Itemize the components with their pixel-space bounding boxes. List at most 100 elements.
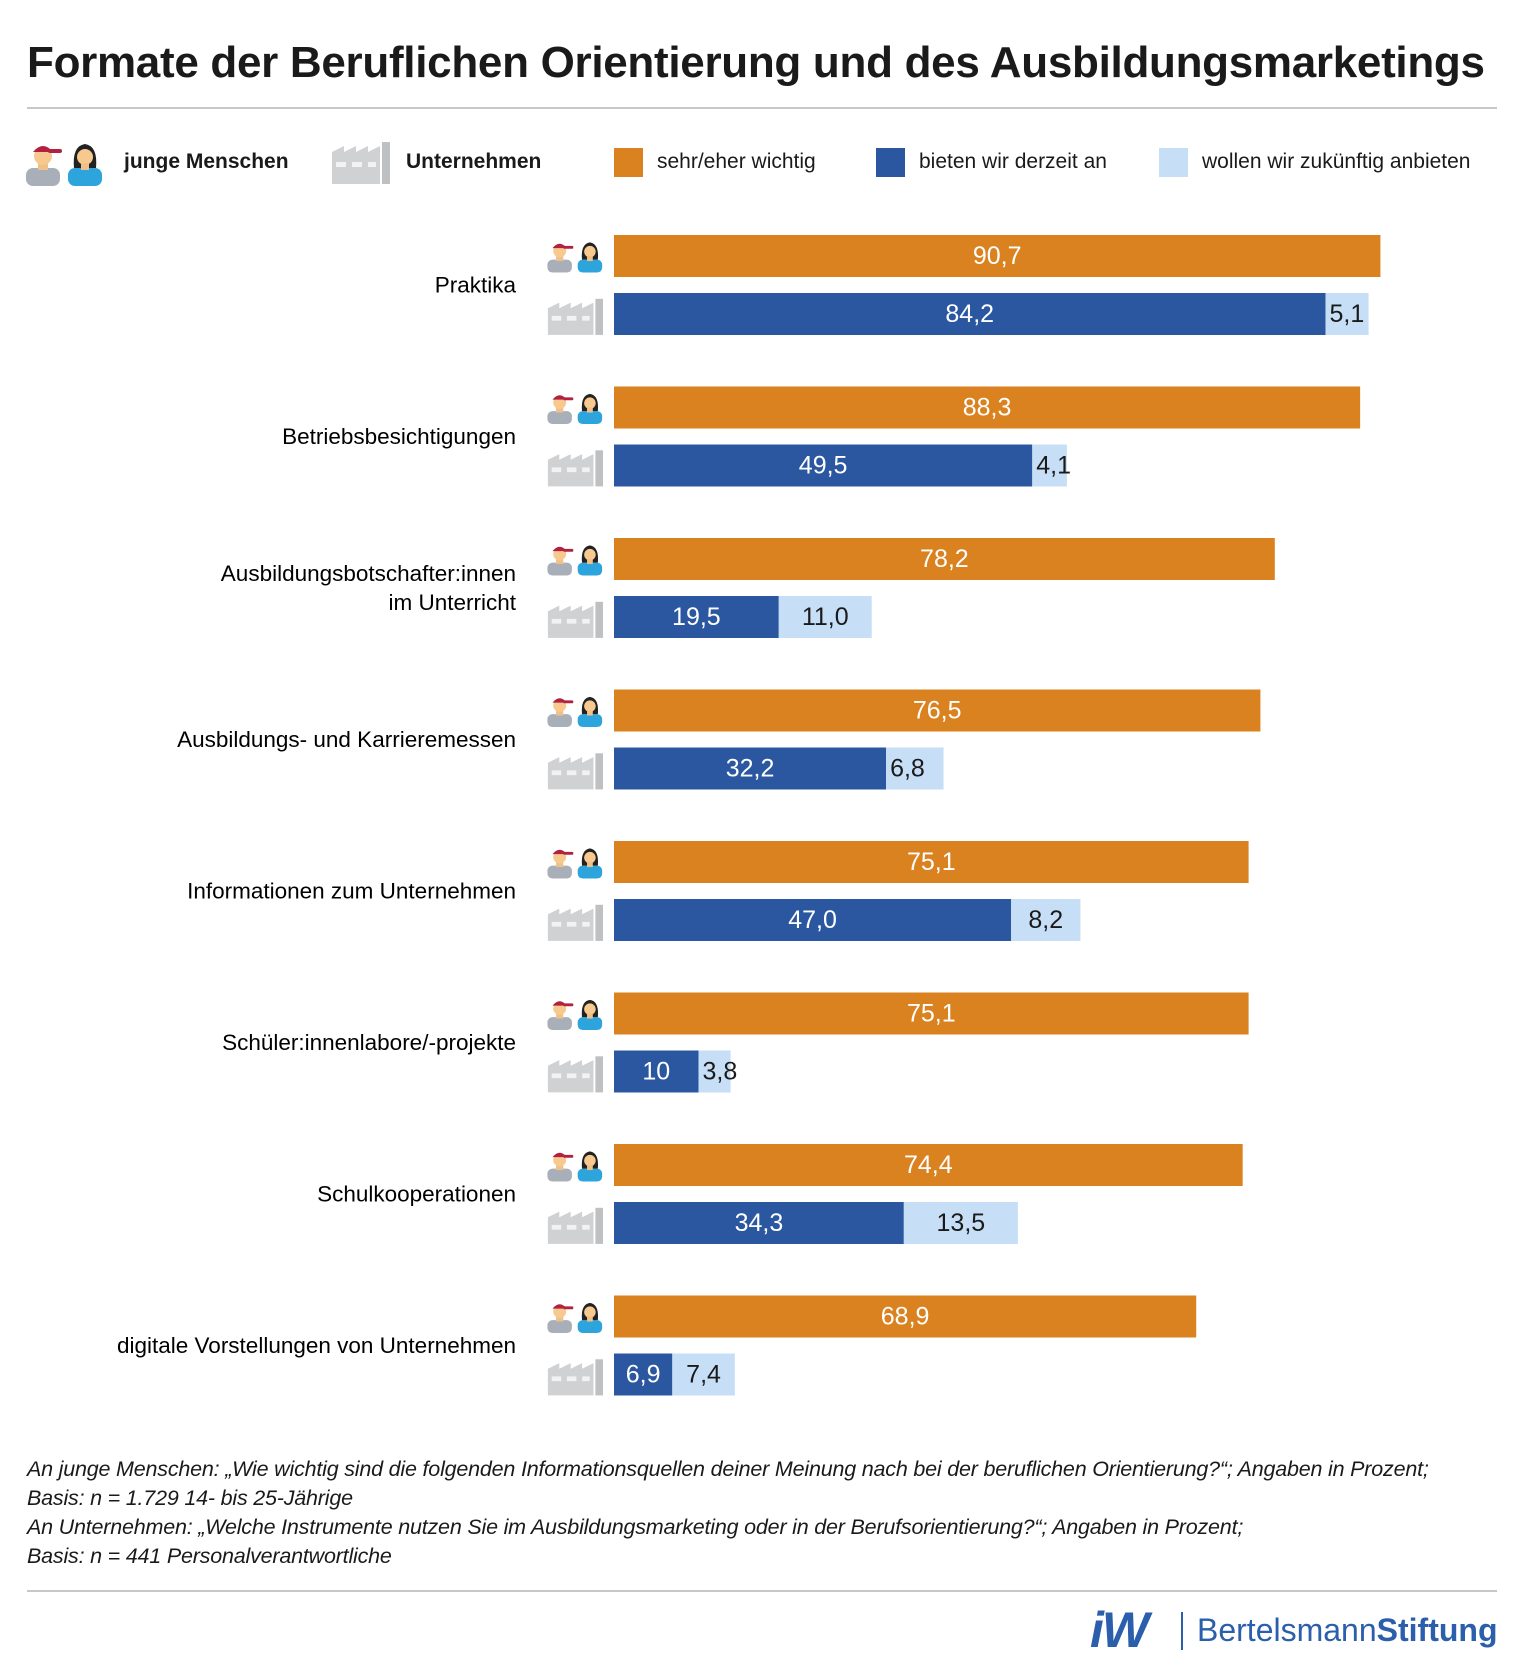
- category-label: Ausbildungsbotschafter:innen: [221, 561, 516, 586]
- data-label-current: 19,5: [672, 603, 721, 631]
- bar-current: [614, 1353, 673, 1396]
- young-people-icon: [547, 1151, 603, 1182]
- legend-important-swatch: [614, 147, 643, 177]
- data-label-current: 6,9: [626, 1361, 661, 1389]
- data-label-future: 8,2: [1028, 906, 1063, 934]
- legend-young: junge Menschen: [24, 138, 289, 186]
- data-label-current: 34,3: [735, 1209, 784, 1237]
- young-people-icon: [547, 999, 603, 1031]
- category-label: Ausbildungs- und Karrieremessen: [177, 727, 516, 752]
- bar-future: [1011, 899, 1081, 941]
- bar-important: [614, 235, 1381, 277]
- young-people-icon: [26, 144, 102, 186]
- bar-current: [614, 1050, 699, 1093]
- data-label-current: 32,2: [726, 755, 775, 783]
- factory-icon: [547, 1207, 603, 1244]
- factory-icon: [547, 904, 603, 941]
- legend-future: wollen wir zukünftig anbieten: [1159, 138, 1471, 186]
- data-label-future: 11,0: [802, 603, 849, 631]
- legend-important: sehr/eher wichtig: [614, 138, 816, 186]
- bertelsmann-logo-bold: Stiftung: [1376, 1611, 1498, 1648]
- bar-current: [614, 899, 1012, 941]
- bar-future: [778, 596, 872, 638]
- category-label: Schulkooperationen: [317, 1182, 516, 1207]
- bertelsmann-logo-regular: Bertelsmann: [1197, 1611, 1377, 1648]
- bar-important: [614, 1144, 1243, 1186]
- data-label-current: 10: [642, 1058, 670, 1086]
- data-label-important: 75,1: [907, 848, 956, 876]
- legend-important-label: sehr/eher wichtig: [657, 150, 816, 173]
- young-people-icon: [547, 1302, 603, 1334]
- bar-important: [614, 841, 1249, 883]
- bar-important: [614, 992, 1249, 1035]
- category-label: Schüler:innenlabore/-projekte: [222, 1030, 516, 1055]
- young-people-icon: [547, 848, 603, 879]
- data-label-future: 3,8: [703, 1058, 738, 1086]
- factory-icon: [547, 1359, 603, 1396]
- data-label-current: 47,0: [788, 906, 837, 934]
- legend-companies: Unternehmen: [330, 138, 541, 186]
- young-people-icon: [547, 696, 603, 728]
- young-people-icon: [547, 393, 603, 425]
- bar-current: [614, 747, 887, 790]
- title-divider: [27, 107, 1497, 109]
- young-people-icon: [547, 242, 603, 273]
- data-label-future: 5,1: [1329, 300, 1364, 328]
- bar-future: [1325, 293, 1369, 335]
- factory-icon: [547, 450, 603, 487]
- data-label-future: 6,8: [890, 755, 925, 783]
- logo-separator: [1181, 1612, 1183, 1650]
- footnote-line: An junge Menschen: „Wie wichtig sind die…: [27, 1457, 1429, 1481]
- data-label-important: 68,9: [881, 1303, 930, 1331]
- bertelsmann-logo: Bertelsmann Stiftung: [1197, 1605, 1497, 1655]
- data-label-important: 78,2: [920, 545, 969, 573]
- bar-future: [886, 747, 944, 790]
- data-label-future: 7,4: [686, 1361, 721, 1389]
- legend-current-swatch: [876, 147, 905, 177]
- data-label-current: 49,5: [799, 452, 848, 480]
- legend-current: bieten wir derzeit an: [876, 138, 1107, 186]
- footnote: An junge Menschen: „Wie wichtig sind die…: [27, 1455, 1429, 1571]
- bar-future: [698, 1050, 731, 1093]
- data-label-important: 74,4: [904, 1151, 953, 1179]
- footnote-line: Basis: n = 1.729 14- bis 25-Jährige: [27, 1486, 353, 1510]
- category-label: Betriebsbesichtigungen: [282, 424, 516, 449]
- bar-future: [1032, 444, 1067, 487]
- data-label-important: 88,3: [963, 394, 1012, 422]
- data-label-important: 76,5: [913, 697, 962, 725]
- bar-important: [614, 386, 1361, 429]
- iw-logo: iW: [1090, 1602, 1149, 1658]
- legend-companies-label: Unternehmen: [406, 150, 542, 173]
- data-label-current: 84,2: [945, 300, 994, 328]
- data-label-important: 90,7: [973, 242, 1022, 270]
- category-label: digitale Vorstellungen von Unternehmen: [117, 1333, 516, 1358]
- footnote-line: Basis: n = 441 Personalverantwortliche: [27, 1544, 392, 1568]
- data-label-future: 4,1: [1036, 452, 1071, 480]
- data-label-future: 13,5: [937, 1209, 986, 1237]
- page-title: Formate der Beruflichen Orientierung und…: [27, 38, 1485, 87]
- bar-future: [903, 1202, 1018, 1244]
- data-label-important: 75,1: [907, 1000, 956, 1028]
- bar-current: [614, 444, 1033, 487]
- legend-future-label: wollen wir zukünftig anbieten: [1202, 150, 1471, 173]
- bar-important: [614, 689, 1261, 732]
- factory-icon: [547, 298, 603, 335]
- young-people-icon: [547, 545, 603, 576]
- bar-current: [614, 596, 779, 638]
- factory-icon: [332, 142, 390, 184]
- bar-future: [672, 1353, 735, 1396]
- factory-icon: [547, 601, 603, 638]
- factory-icon: [547, 753, 603, 790]
- legend-young-label: junge Menschen: [124, 150, 289, 173]
- footnote-line: An Unternehmen: „Welche Instrumente nutz…: [27, 1515, 1244, 1539]
- bar-important: [614, 538, 1275, 580]
- factory-icon: [547, 1056, 603, 1093]
- bar-current: [614, 293, 1326, 335]
- bar-important: [614, 1295, 1197, 1338]
- legend-future-swatch: [1159, 147, 1188, 177]
- category-label: im Unterricht: [388, 590, 516, 615]
- category-label: Informationen zum Unternehmen: [187, 879, 516, 904]
- category-label: Praktika: [435, 273, 517, 298]
- bar-current: [614, 1202, 904, 1244]
- footer-divider: [27, 1590, 1497, 1592]
